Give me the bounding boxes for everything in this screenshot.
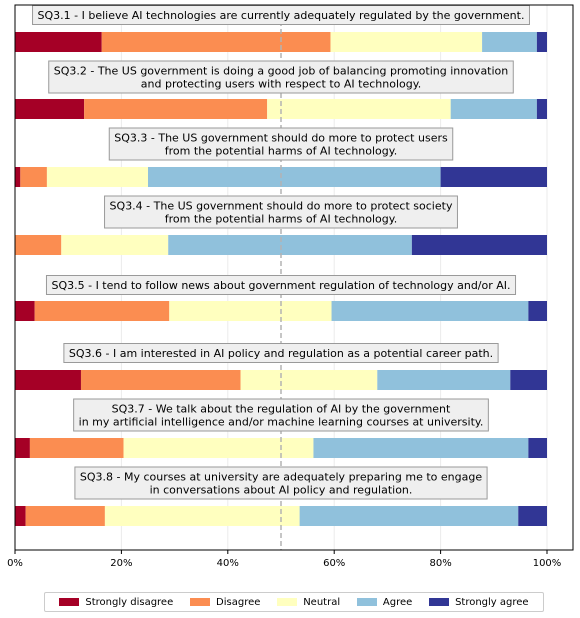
- question-label-box: [108, 127, 454, 161]
- bar-segment: [84, 99, 268, 119]
- bar-segment: [377, 370, 511, 390]
- legend-swatch: [429, 598, 450, 606]
- bar-segments: [15, 32, 547, 526]
- bar-segment: [123, 438, 314, 458]
- question-label-text: SQ3.2 - The US government is doing a goo…: [54, 65, 509, 78]
- bar-segment: [299, 506, 519, 526]
- bar-segment: [536, 32, 547, 52]
- question-label-text: SQ3.3 - The US government should do more…: [114, 132, 448, 145]
- legend-item: Neutral: [277, 597, 340, 608]
- bar-segment: [528, 301, 547, 321]
- question-label-text: from the potential harms of AI technolog…: [165, 145, 397, 158]
- bar-segment: [536, 99, 547, 119]
- question-label: SQ3.7 - We talk about the regulation of …: [73, 398, 489, 432]
- bar-segment: [15, 370, 81, 390]
- bar-segment: [15, 301, 35, 321]
- x-axis: 0% 20% 40% 60% 80% 100%: [7, 550, 561, 569]
- bar-segment: [313, 438, 529, 458]
- bar-segment: [20, 167, 47, 187]
- legend-swatch: [356, 598, 377, 606]
- question-label-text: SQ3.8 - My courses at university are ade…: [80, 471, 482, 484]
- legend-label: Strongly disagree: [85, 596, 174, 608]
- bar-segment: [34, 301, 170, 321]
- bar-segment: [15, 167, 21, 187]
- bar-segment: [29, 438, 124, 458]
- legend-item: Strongly disagree: [59, 597, 173, 608]
- bar-segment: [331, 301, 529, 321]
- bar-segment: [510, 370, 547, 390]
- question-labels: SQ3.1 - I believe AI technologies are cu…: [32, 5, 530, 500]
- question-label-text: SQ3.1 - I believe AI technologies are cu…: [38, 9, 525, 22]
- bar-segment: [148, 167, 441, 187]
- x-tick-label: 100%: [533, 558, 562, 569]
- bar-segment: [168, 235, 412, 255]
- bar-segment: [15, 99, 85, 119]
- question-label: SQ3.3 - The US government should do more…: [108, 127, 454, 161]
- question-label-text: SQ3.7 - We talk about the regulation of …: [112, 403, 451, 416]
- question-label-text: from the potential harms of AI technolog…: [165, 213, 397, 226]
- question-label-text: and protecting users with respect to AI …: [141, 78, 421, 91]
- bar-segment: [80, 370, 241, 390]
- legend-item: Agree: [356, 596, 413, 608]
- question-label: SQ3.4 - The US government should do more…: [104, 195, 458, 229]
- bar-segment: [104, 506, 300, 526]
- bar-segment: [518, 506, 547, 526]
- plot-frame: [14, 4, 574, 551]
- x-tick-label: 60%: [323, 558, 345, 569]
- question-label: SQ3.1 - I believe AI technologies are cu…: [32, 5, 530, 25]
- question-label: SQ3.6 - I am interested in AI policy and…: [63, 343, 499, 363]
- bar-segment: [330, 32, 483, 52]
- bar-segment: [267, 99, 451, 119]
- question-label-box: [73, 398, 489, 432]
- x-tick-label: 20%: [110, 558, 132, 569]
- legend-label: Disagree: [216, 596, 261, 608]
- question-label-text: SQ3.6 - I am interested in AI policy and…: [69, 347, 493, 360]
- bar-segment: [240, 370, 378, 390]
- question-label-text: in my artificial intelligence and/or mac…: [79, 416, 484, 429]
- question-label-box: [48, 60, 514, 94]
- bar-segment: [450, 99, 537, 119]
- bar-segment: [411, 235, 547, 255]
- bar-segment: [101, 32, 331, 52]
- bar-segment: [46, 167, 148, 187]
- bar-segment: [15, 506, 26, 526]
- question-label: SQ3.5 - I tend to follow news about gove…: [45, 275, 517, 295]
- chart-legend: Strongly disagree Disagree Neutral Agree Str…: [44, 592, 544, 612]
- question-label-text: SQ3.4 - The US government should do more…: [110, 200, 453, 213]
- question-label-box: [63, 343, 499, 363]
- legend-item: Strongly agree: [429, 597, 529, 608]
- legend-swatch: [59, 598, 80, 606]
- legend-swatch: [190, 598, 211, 606]
- question-label: SQ3.8 - My courses at university are ade…: [74, 466, 488, 500]
- bar-segment: [15, 438, 30, 458]
- question-label-text: SQ3.5 - I tend to follow news about gove…: [51, 279, 510, 292]
- legend-swatch: [277, 598, 298, 606]
- question-label-box: [104, 195, 458, 229]
- x-tick-label: 80%: [429, 558, 451, 569]
- bar-segment: [25, 506, 105, 526]
- question-label: SQ3.2 - The US government is doing a goo…: [48, 60, 514, 94]
- question-label-box: [45, 275, 517, 295]
- question-label-box: [74, 466, 488, 500]
- bar-segment: [15, 235, 62, 255]
- legend-item: Disagree: [190, 597, 260, 608]
- question-label-text: in conversations about AI policy and reg…: [150, 484, 413, 497]
- x-tick-label: 0%: [7, 558, 23, 569]
- legend-label: Neutral: [303, 596, 341, 608]
- bar-segment: [528, 438, 547, 458]
- bar-segment: [169, 301, 332, 321]
- legend-label: Strongly agree: [455, 596, 529, 608]
- legend-label: Agree: [382, 596, 413, 608]
- bar-segment: [482, 32, 537, 52]
- bar-segment: [440, 167, 547, 187]
- bar-segment: [15, 32, 102, 52]
- bar-segment: [61, 235, 169, 255]
- x-tick-label: 40%: [217, 558, 239, 569]
